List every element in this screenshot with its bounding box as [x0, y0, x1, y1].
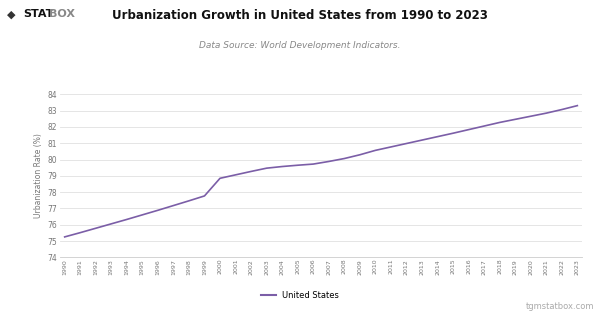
Text: BOX: BOX — [49, 9, 75, 19]
Text: tgmstatbox.com: tgmstatbox.com — [526, 302, 594, 311]
Text: Urbanization Growth in United States from 1990 to 2023: Urbanization Growth in United States fro… — [112, 9, 488, 22]
Text: STAT: STAT — [23, 9, 53, 19]
Legend: United States: United States — [257, 288, 343, 304]
Text: Data Source: World Development Indicators.: Data Source: World Development Indicator… — [199, 41, 401, 50]
Y-axis label: Urbanization Rate (%): Urbanization Rate (%) — [34, 133, 43, 218]
Text: ◆: ◆ — [7, 9, 16, 19]
